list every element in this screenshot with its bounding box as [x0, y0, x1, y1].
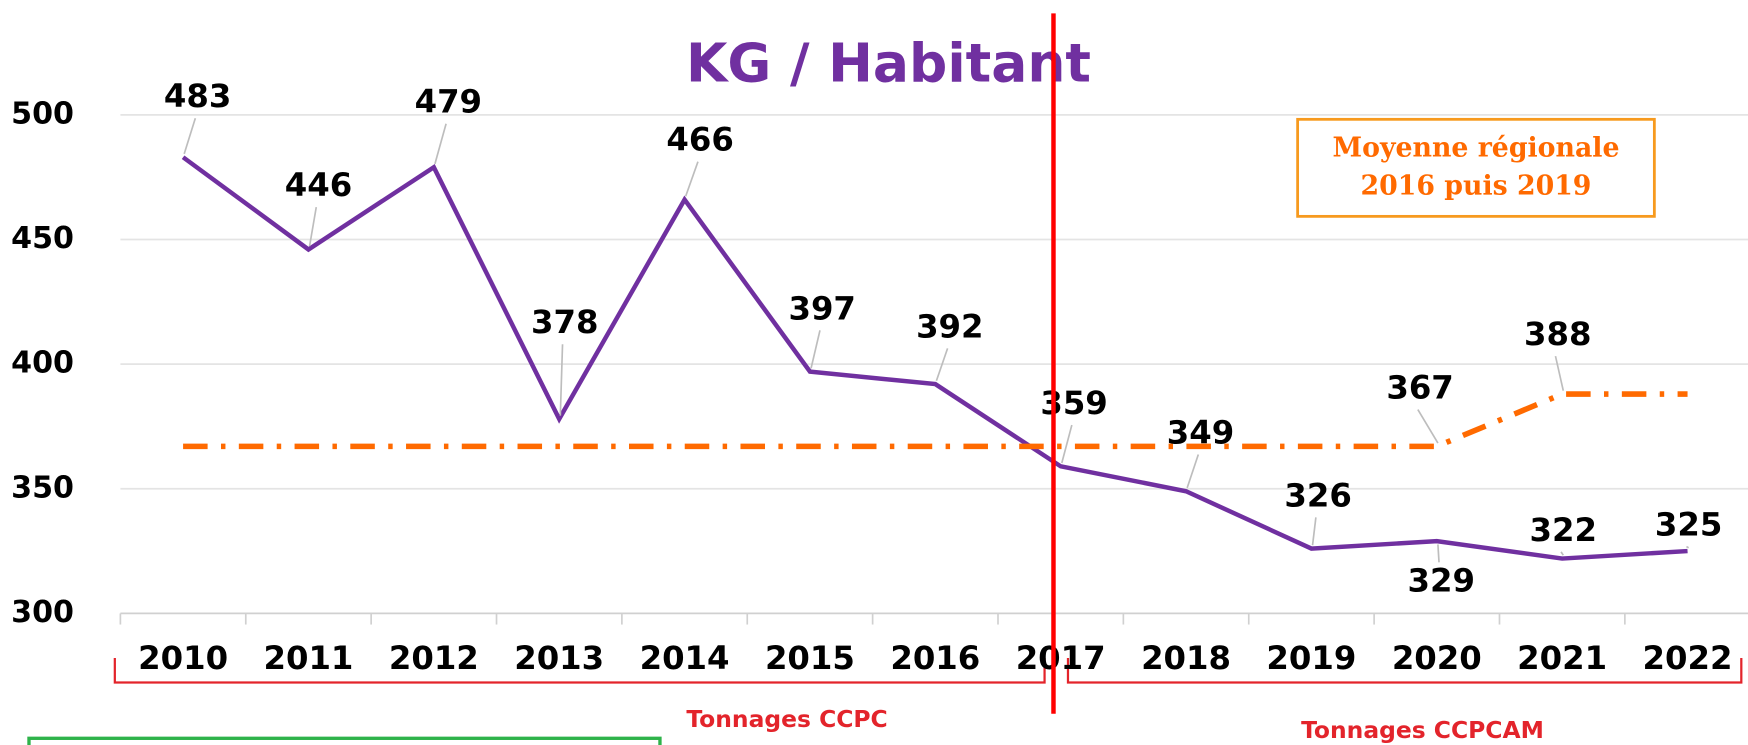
x-tick-label: 2011: [263, 639, 353, 677]
leader-line: [1437, 544, 1440, 563]
x-tick-label: 2018: [1141, 639, 1231, 677]
period-bracket: [113, 658, 1046, 684]
chart-title: KG / Habitant: [686, 32, 1091, 95]
x-tick-label: 2014: [640, 639, 730, 677]
x-tick-label: 2016: [890, 639, 980, 677]
data-label: 466: [666, 121, 733, 159]
data-label: 388: [1524, 315, 1591, 353]
data-label: 397: [788, 289, 855, 327]
data-label: 479: [415, 83, 482, 121]
x-tick-label: 2017: [1016, 639, 1106, 677]
y-tick-label: 500: [11, 96, 74, 131]
data-label: 367: [1386, 369, 1453, 407]
data-label: 349: [1167, 413, 1234, 451]
leader-line: [1560, 551, 1564, 556]
leader-line: [1186, 454, 1200, 489]
x-tick-label: 2013: [514, 639, 604, 677]
leader-line: [434, 123, 447, 165]
leader-line: [1417, 409, 1439, 444]
x-tick-label: 2020: [1392, 639, 1482, 677]
leader-line: [684, 161, 699, 197]
x-tick-label: 2015: [765, 639, 855, 677]
x-tick-label: 2022: [1643, 639, 1733, 677]
y-tick-label: 300: [11, 595, 74, 630]
leader-line: [935, 348, 949, 382]
y-tick-label: 350: [11, 470, 74, 505]
x-tick-label: 2019: [1266, 639, 1356, 677]
x-tick-label: 2012: [389, 639, 479, 677]
leader-line: [308, 206, 318, 247]
period-bracket: [1066, 658, 1743, 684]
legend-text: Moyenne régionale: [1333, 132, 1620, 163]
period-label: Tonnages CCPCAM: [1301, 716, 1544, 744]
x-tick-label: 2010: [138, 639, 228, 677]
leader-line: [559, 344, 564, 416]
legend-box: [1296, 117, 1656, 218]
data-label: 322: [1530, 511, 1597, 549]
note-box: [27, 736, 662, 745]
data-label: 326: [1284, 476, 1351, 514]
series-line: [183, 391, 1688, 450]
data-label: 483: [164, 77, 231, 115]
leader-line: [810, 330, 821, 369]
data-label: 329: [1408, 561, 1475, 599]
leader-line: [1060, 424, 1073, 464]
y-tick-label: 400: [11, 346, 74, 381]
x-tick-label: 2021: [1517, 639, 1607, 677]
leader-line: [1554, 355, 1565, 391]
data-label: 325: [1655, 506, 1722, 544]
series-line: [181, 155, 1688, 561]
data-label: 446: [285, 166, 352, 204]
leader-line: [183, 117, 197, 155]
data-label: 392: [916, 307, 983, 345]
data-label: 359: [1040, 384, 1107, 422]
period-label: Tonnages CCPC: [686, 705, 887, 733]
leader-line: [1686, 545, 1690, 549]
legend-text: 2016 puis 2019: [1361, 170, 1592, 201]
y-tick-label: 450: [11, 221, 74, 256]
data-label: 378: [531, 303, 598, 341]
leader-line: [1311, 517, 1317, 546]
